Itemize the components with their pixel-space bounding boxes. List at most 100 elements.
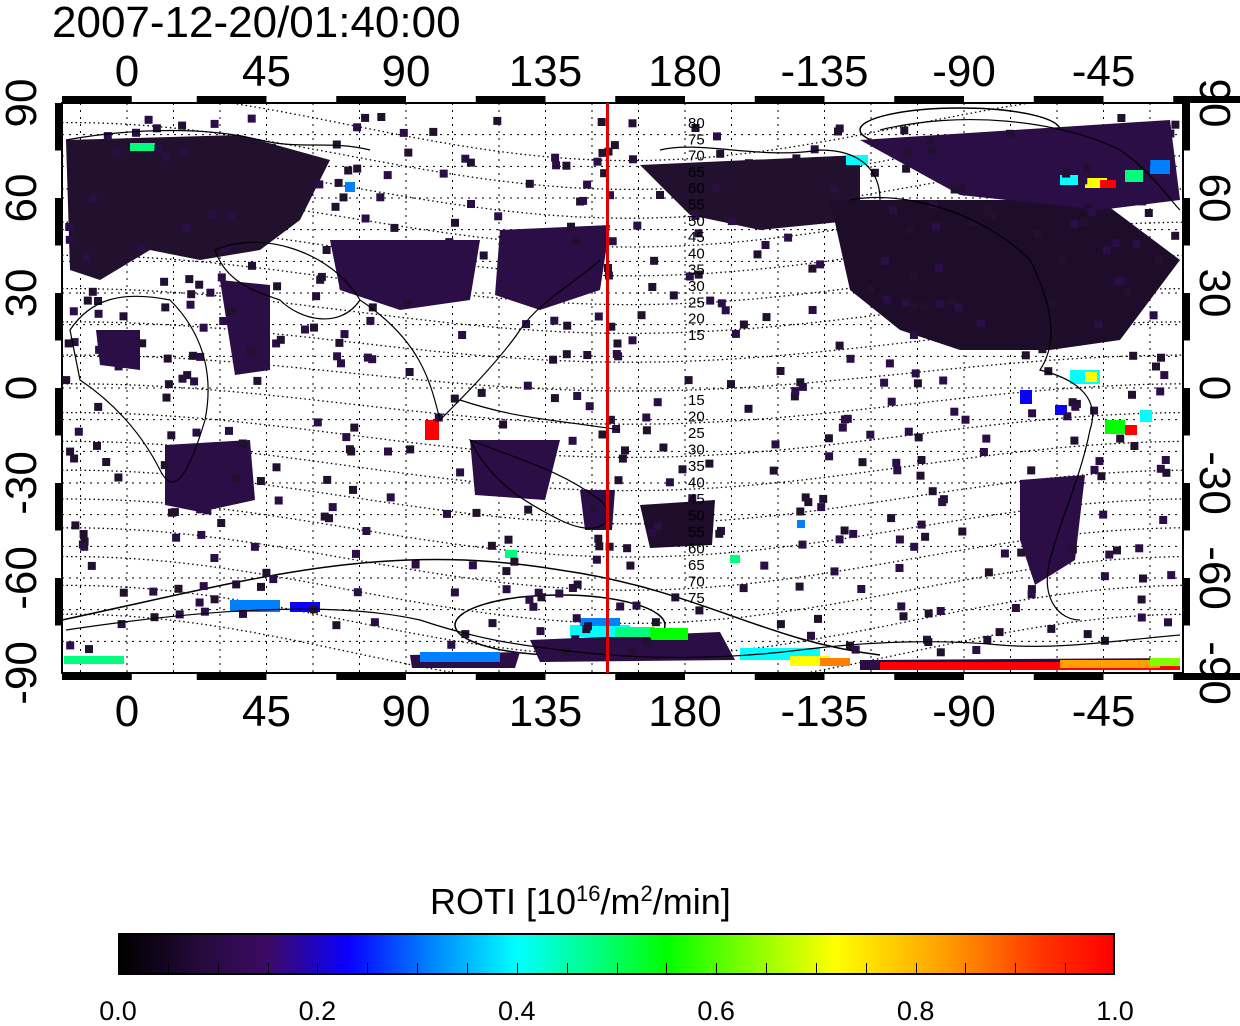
roti-hotspot <box>505 550 517 558</box>
roti-pixel <box>791 387 800 396</box>
contour-label: 65 <box>688 164 705 181</box>
roti-hotspot <box>1125 425 1137 435</box>
border-bar <box>55 103 62 151</box>
roti-pixel <box>316 275 325 284</box>
roti-pixel <box>1138 197 1147 206</box>
roti-pixel <box>590 504 599 513</box>
latitude-tick-label: -60 <box>0 546 46 610</box>
roti-pixel <box>1142 157 1151 166</box>
roti-pixel <box>1156 464 1165 473</box>
roti-pixel <box>621 446 629 455</box>
roti-pixel <box>332 140 341 149</box>
roti-pixel <box>114 362 123 371</box>
contour-label: 60 <box>688 541 705 558</box>
roti-pixel <box>472 508 481 517</box>
roti-pixel <box>250 542 259 551</box>
roti-pixel <box>312 292 321 301</box>
roti-pixel <box>390 223 399 232</box>
roti-pixel <box>895 535 904 544</box>
roti-pixel <box>903 149 912 157</box>
roti-pixel <box>103 132 112 141</box>
roti-pixel <box>168 456 177 465</box>
roti-pixel <box>350 423 359 432</box>
roti-pixel <box>804 498 813 507</box>
roti-hotspot <box>1125 170 1143 182</box>
roti-pixel <box>956 184 965 193</box>
roti-pixel <box>1116 434 1125 443</box>
roti-pixel <box>233 494 242 503</box>
colorbar-minor-tick <box>417 963 419 973</box>
colorbar-minor-tick <box>516 963 518 973</box>
roti-pixel <box>984 568 993 577</box>
roti-pixel <box>197 530 206 539</box>
roti-pixel <box>936 648 945 657</box>
roti-pixel <box>232 474 240 483</box>
roti-pixel <box>493 116 502 125</box>
coverage-patch <box>66 135 330 280</box>
roti-pixel <box>216 201 225 210</box>
roti-hotspot <box>615 627 655 637</box>
roti-pixel <box>904 427 913 436</box>
roti-pixel <box>323 475 332 484</box>
roti-pixel <box>914 433 923 442</box>
roti-pixel <box>167 431 176 440</box>
roti-pixel <box>643 638 652 647</box>
roti-pixel <box>642 413 651 422</box>
roti-pixel <box>571 237 580 246</box>
longitude-tick-label: 45 <box>242 687 291 736</box>
roti-pixel <box>154 149 163 158</box>
roti-pixel <box>739 584 748 593</box>
roti-pixel <box>647 528 656 537</box>
roti-pixel <box>536 627 545 636</box>
longitude-tick-label: 135 <box>508 687 583 736</box>
roti-pixel <box>762 313 771 322</box>
border-bar <box>1183 293 1190 341</box>
roti-pixel <box>174 584 183 593</box>
roti-pixel <box>979 448 988 456</box>
roti-pixel <box>502 585 511 594</box>
roti-pixel <box>753 250 762 259</box>
roti-pixel <box>479 251 488 260</box>
roti-pixel <box>593 157 602 166</box>
roti-pixel <box>846 641 854 650</box>
roti-pixel <box>399 128 408 137</box>
roti-pixel <box>183 371 192 380</box>
roti-pixel <box>1027 590 1036 599</box>
roti-pixel <box>79 530 88 538</box>
roti-pixel <box>1027 466 1036 475</box>
coastline <box>468 438 609 529</box>
roti-pixel <box>333 352 342 361</box>
roti-pixel <box>331 202 340 211</box>
roti-pixel <box>347 447 356 456</box>
roti-pixel <box>792 154 801 163</box>
roti-pixel <box>95 345 104 354</box>
roti-pixel <box>208 210 217 219</box>
roti-hotspot <box>1100 180 1116 188</box>
roti-pixel <box>1167 571 1176 580</box>
contour-label: 30 <box>688 278 705 295</box>
roti-pixel <box>972 646 981 654</box>
roti-pixel <box>87 561 96 570</box>
roti-pixel <box>706 296 715 305</box>
roti-pixel <box>320 512 329 521</box>
roti-pixel <box>744 404 753 413</box>
roti-pixel <box>70 454 79 463</box>
latitude-tick-label: -30 <box>1190 451 1239 515</box>
roti-pixel <box>1171 120 1180 129</box>
roti-hotspot <box>1055 405 1067 415</box>
colorbar-tick-label: 0.6 <box>697 996 735 1026</box>
roti-pixel <box>858 458 867 467</box>
roti-pixel <box>897 602 906 611</box>
roti-pixel <box>892 458 901 467</box>
contour-label: 60 <box>688 180 705 197</box>
roti-pixel <box>830 185 839 194</box>
border-bar <box>1033 96 1104 103</box>
border-bar <box>336 96 406 103</box>
roti-pixel <box>982 434 991 443</box>
roti-pixel <box>125 251 134 260</box>
roti-pixel <box>520 281 529 290</box>
border-bar <box>196 96 267 103</box>
roti-pixel <box>445 238 454 247</box>
roti-pixel <box>608 237 617 246</box>
roti-pixel <box>91 227 100 236</box>
